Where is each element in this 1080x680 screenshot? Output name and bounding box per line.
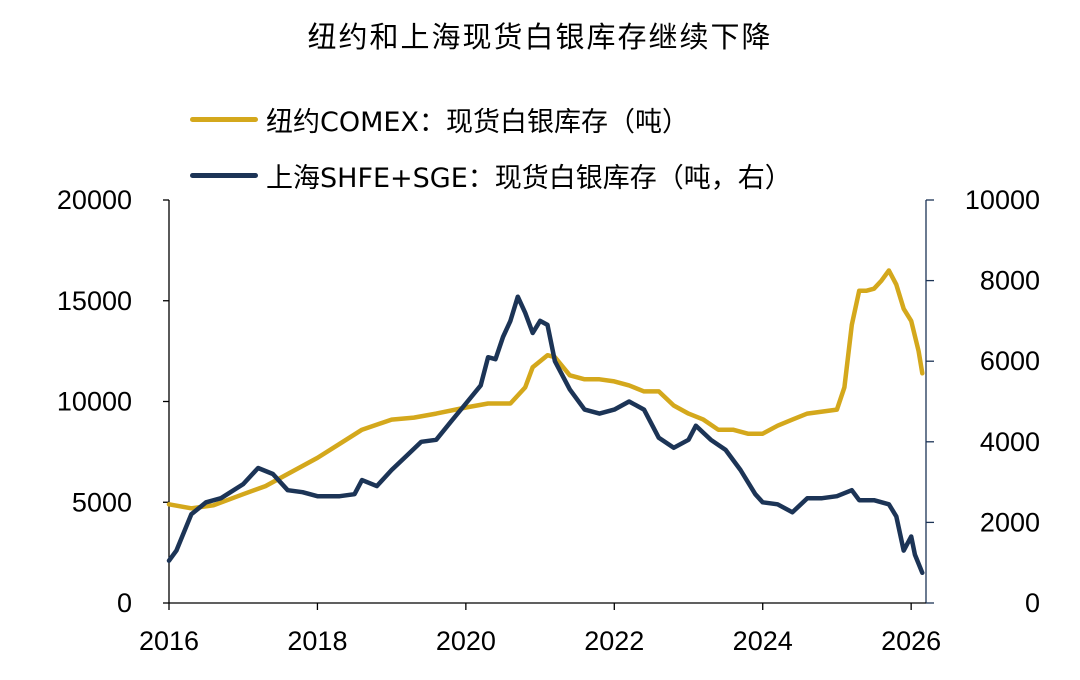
left-y-tick-label: 10000 bbox=[57, 387, 132, 417]
series-line-comex bbox=[166, 268, 925, 511]
legend-entry-comex: 纽约COMEX：现货白银库存（吨） bbox=[190, 101, 689, 138]
right-y-tick-label: 6000 bbox=[980, 346, 1040, 376]
right-y-tick-label: 0 bbox=[1025, 588, 1040, 618]
left-y-tick-label: 5000 bbox=[72, 487, 132, 517]
right-y-tick-label: 10000 bbox=[965, 185, 1040, 215]
left-y-tick-label: 15000 bbox=[57, 286, 132, 316]
legend-label-shfe: 上海SHFE+SGE：现货白银库存（吨，右） bbox=[266, 162, 792, 194]
x-tick-label: 2018 bbox=[287, 626, 347, 656]
right-y-tick-label: 2000 bbox=[980, 507, 1040, 537]
right-y-tick-label: 8000 bbox=[980, 266, 1040, 296]
legend-label-comex: 纽约COMEX：现货白银库存（吨） bbox=[266, 106, 689, 138]
x-tick-label: 2016 bbox=[139, 626, 199, 656]
x-tick-label: 2024 bbox=[733, 626, 793, 656]
left-y-tick-label: 0 bbox=[117, 588, 132, 618]
legend-swatch-comex bbox=[190, 116, 258, 122]
chart-title: 纽约和上海现货白银库存继续下降 bbox=[307, 20, 773, 54]
legend-entry-shfe: 上海SHFE+SGE：现货白银库存（吨，右） bbox=[190, 157, 792, 194]
legend-swatch-shfe bbox=[190, 172, 258, 178]
x-tick-label: 2020 bbox=[436, 626, 496, 656]
x-tick-label: 2026 bbox=[881, 626, 941, 656]
x-tick-label: 2022 bbox=[584, 626, 644, 656]
series-line-shfe-sge bbox=[166, 294, 925, 576]
right-y-tick-label: 4000 bbox=[980, 427, 1040, 457]
left-y-tick-label: 20000 bbox=[57, 185, 132, 215]
